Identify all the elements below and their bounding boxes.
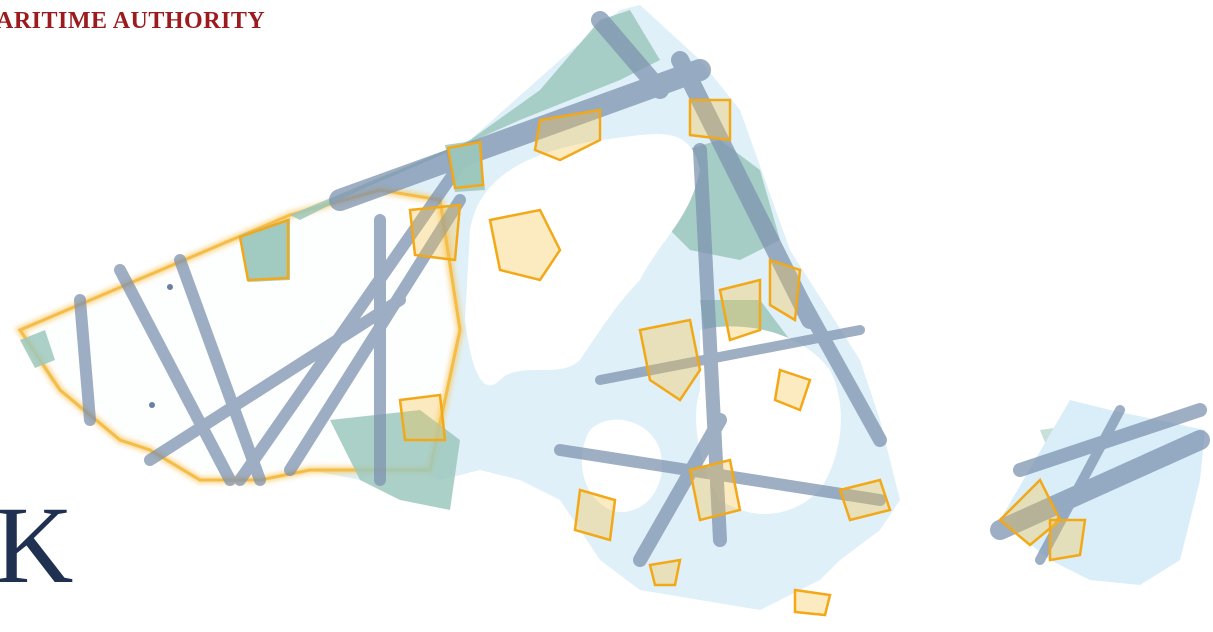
zone-south-west	[330, 410, 460, 510]
lane-2	[114, 264, 236, 486]
lane-south	[633, 413, 727, 567]
lane-skagen	[591, 11, 669, 99]
lane-baltic-2	[1013, 403, 1207, 477]
zone-west-tip	[20, 330, 55, 368]
restriction-12	[648, 558, 682, 587]
jutland-land	[465, 133, 700, 386]
restriction-6	[768, 258, 802, 323]
restriction-4	[638, 318, 702, 402]
west-sea-region	[14, 5, 900, 610]
restriction-3	[488, 208, 562, 282]
restriction-13	[408, 203, 462, 262]
restriction-5	[718, 278, 762, 342]
lane-1	[74, 294, 96, 426]
authority-title: ARITIME AUTHORITY	[0, 8, 266, 34]
restriction-2	[688, 98, 732, 142]
restriction-green-west	[238, 218, 290, 282]
lane-5	[234, 144, 476, 486]
lane-4	[144, 294, 406, 466]
lane-central	[595, 325, 865, 385]
lane-baltic-3	[1035, 405, 1125, 565]
restriction-9	[573, 488, 617, 542]
lane-south-west	[554, 444, 886, 506]
lane-3	[174, 254, 266, 486]
markers	[149, 284, 173, 408]
restriction-11	[793, 588, 832, 617]
title-letter: K	[0, 484, 74, 606]
funen-land	[581, 419, 662, 512]
shipping-lanes	[74, 11, 1210, 567]
zone-north-band	[290, 10, 660, 220]
marker-2	[149, 402, 155, 408]
restriction-1	[533, 108, 602, 162]
restriction-7	[773, 368, 812, 412]
restriction-green-north	[446, 140, 485, 190]
lane-baltic-1	[990, 430, 1210, 540]
lane-sound	[773, 253, 887, 447]
restriction-10	[838, 478, 892, 522]
marker-1	[167, 284, 173, 290]
restriction-8	[688, 458, 742, 522]
lane-north-main	[329, 59, 711, 211]
restriction-14	[398, 393, 447, 442]
restriction-bornholm-2	[1048, 518, 1087, 562]
restriction-zones	[238, 98, 1087, 617]
